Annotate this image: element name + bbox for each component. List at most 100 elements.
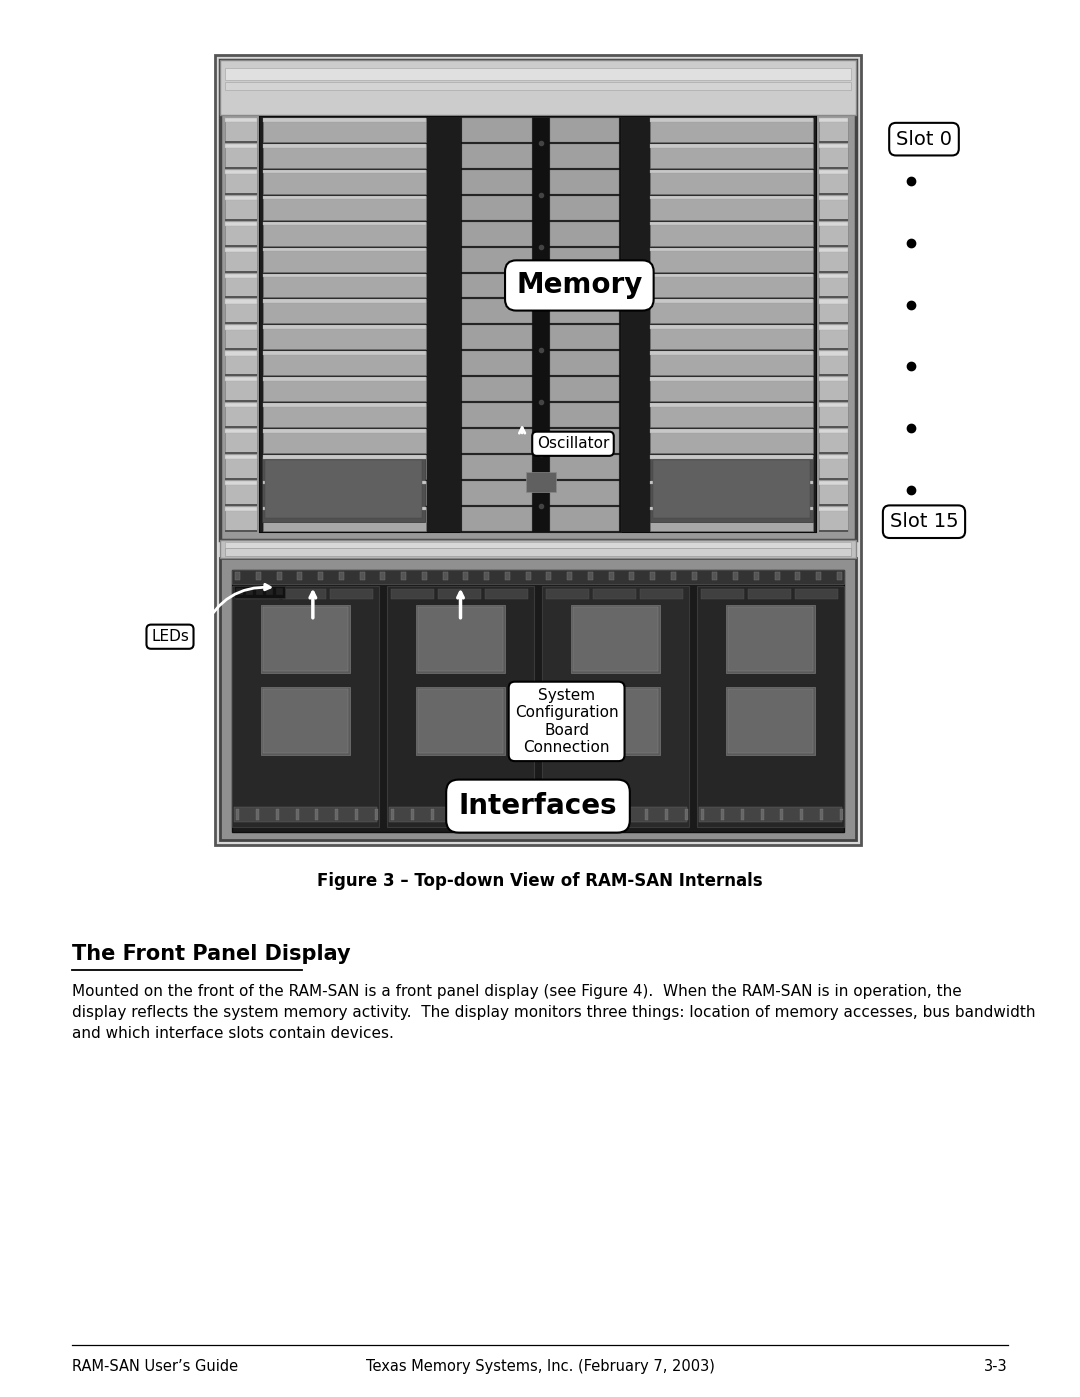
Bar [819, 348, 848, 351]
Bar [796, 571, 800, 580]
Bar [685, 809, 688, 820]
Bar [220, 60, 856, 539]
Bar [754, 571, 759, 580]
Bar [800, 809, 804, 820]
Bar [727, 687, 814, 754]
Bar [837, 571, 842, 580]
Bar [264, 196, 426, 200]
Bar [225, 377, 257, 381]
Bar [264, 481, 426, 485]
Bar [550, 326, 620, 349]
Bar [720, 809, 724, 820]
Bar [650, 481, 813, 504]
Bar [225, 247, 257, 271]
Bar [418, 606, 502, 671]
Bar [820, 809, 823, 820]
Bar [819, 326, 848, 330]
Text: Slot 0: Slot 0 [896, 130, 951, 148]
Bar [220, 557, 856, 840]
Bar [819, 170, 848, 175]
Bar [266, 588, 273, 595]
Bar [389, 807, 532, 821]
Bar [225, 351, 257, 376]
Bar [225, 481, 257, 485]
Bar [795, 588, 838, 599]
Text: Texas Memory Systems, Inc. (February 7, 2003): Texas Memory Systems, Inc. (February 7, … [365, 1359, 715, 1375]
Bar [504, 571, 510, 580]
Bar [819, 117, 848, 142]
Bar [840, 809, 843, 820]
Bar [650, 455, 813, 479]
Bar [264, 299, 426, 323]
Bar [225, 426, 257, 427]
Bar [550, 429, 620, 453]
Bar [774, 571, 780, 580]
Bar [566, 809, 569, 820]
Bar [235, 571, 240, 580]
Bar [727, 605, 814, 672]
Bar [256, 571, 260, 580]
Bar [225, 507, 257, 511]
Bar [264, 377, 426, 401]
Bar [550, 377, 620, 401]
Bar [462, 222, 532, 246]
Bar [225, 141, 257, 142]
Bar [606, 809, 608, 820]
Bar [819, 117, 848, 123]
Bar [261, 687, 350, 754]
Bar [816, 571, 821, 580]
Bar [819, 481, 848, 504]
Bar [650, 117, 813, 122]
Bar [741, 809, 744, 820]
Bar [225, 548, 851, 556]
Bar [650, 455, 813, 458]
Bar [401, 571, 406, 580]
Bar [237, 588, 243, 595]
Bar [819, 247, 848, 271]
Bar [650, 247, 813, 271]
Bar [819, 196, 848, 219]
Bar [819, 478, 848, 479]
Bar [234, 807, 377, 821]
Bar [225, 400, 257, 402]
Bar [510, 809, 513, 820]
Bar [650, 196, 813, 219]
Bar [315, 809, 319, 820]
Bar [550, 351, 620, 376]
Bar [462, 196, 532, 219]
Bar [264, 144, 426, 168]
Bar [330, 588, 373, 599]
Bar [264, 606, 348, 671]
Bar [819, 323, 848, 324]
Bar [264, 429, 426, 433]
Bar [443, 571, 447, 580]
Bar [462, 299, 532, 323]
Bar [650, 326, 813, 349]
Bar [819, 196, 848, 200]
Bar [225, 68, 851, 80]
Bar [550, 507, 620, 531]
Bar [264, 144, 426, 148]
Bar [463, 571, 469, 580]
Bar [546, 588, 589, 599]
Bar [225, 296, 257, 299]
Bar [819, 299, 848, 323]
Bar [484, 571, 489, 580]
Bar [264, 247, 426, 251]
Bar [571, 605, 660, 672]
Bar [819, 504, 848, 506]
Bar [360, 571, 365, 580]
Bar [450, 809, 454, 820]
Bar [625, 809, 629, 820]
Bar [550, 299, 620, 323]
Bar [387, 585, 534, 827]
Bar [225, 326, 257, 349]
Bar [264, 481, 426, 504]
Bar [819, 193, 848, 194]
Bar [588, 571, 593, 580]
Bar [264, 196, 426, 219]
Bar [546, 571, 552, 580]
Bar [462, 507, 532, 531]
Bar [225, 170, 257, 194]
Bar [650, 429, 813, 433]
